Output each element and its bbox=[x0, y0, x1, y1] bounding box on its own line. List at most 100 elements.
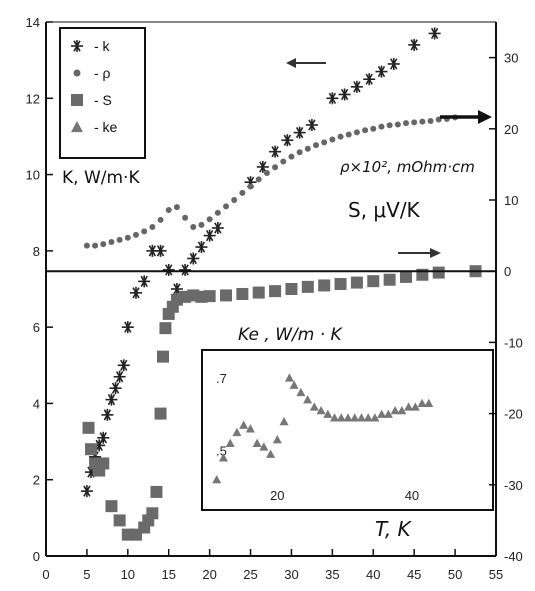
x-tick-label: 30 bbox=[284, 567, 298, 582]
data-point-rho bbox=[125, 235, 131, 241]
x-tick-label: 25 bbox=[243, 567, 257, 582]
y-left-tick-label: 12 bbox=[26, 91, 40, 106]
data-point-k bbox=[110, 382, 122, 394]
rho-axis-label: ρ×10², mOhm·cm bbox=[340, 158, 475, 176]
data-point-S bbox=[253, 287, 265, 299]
y-right-tick-label: 20 bbox=[504, 122, 518, 137]
y-right-tick-label: 10 bbox=[504, 193, 518, 208]
data-point-S bbox=[400, 271, 412, 283]
data-point-rho bbox=[141, 228, 147, 234]
data-point-k bbox=[281, 134, 293, 146]
legend-marker-square bbox=[71, 94, 83, 106]
data-point-S bbox=[85, 443, 97, 455]
x-tick-label: 20 bbox=[202, 567, 216, 582]
y-right-tick-label: 0 bbox=[504, 264, 511, 279]
data-point-rho bbox=[174, 204, 180, 210]
data-point-rho bbox=[215, 210, 221, 216]
data-point-S bbox=[105, 500, 117, 512]
data-point-S bbox=[384, 274, 396, 286]
data-point-rho bbox=[133, 232, 139, 238]
data-point-rho bbox=[117, 237, 123, 243]
data-point-rho bbox=[190, 224, 196, 230]
data-point-S bbox=[302, 281, 314, 293]
data-point-rho bbox=[395, 122, 401, 128]
inset-y-tick-label: .5 bbox=[216, 443, 227, 458]
data-point-k bbox=[187, 252, 199, 264]
data-point-rho bbox=[158, 217, 164, 223]
data-point-k bbox=[118, 359, 130, 371]
data-point-rho bbox=[378, 124, 384, 130]
data-point-rho bbox=[354, 129, 360, 135]
data-point-rho bbox=[166, 207, 172, 213]
data-point-rho bbox=[362, 127, 368, 133]
data-point-k bbox=[105, 394, 117, 406]
legend: - k - ρ - S - ke bbox=[60, 28, 145, 158]
data-point-rho bbox=[256, 176, 262, 182]
data-point-rho bbox=[419, 119, 425, 125]
data-point-k bbox=[179, 264, 191, 276]
data-point-k bbox=[122, 321, 134, 333]
legend-label-rho: - ρ bbox=[94, 65, 111, 81]
y-left-tick-label: 10 bbox=[26, 168, 40, 183]
data-point-rho bbox=[272, 164, 278, 170]
legend-label-s: - S bbox=[94, 92, 112, 108]
arrow-k-to-left-axis bbox=[286, 58, 326, 68]
y-right-tick-label: 30 bbox=[504, 51, 518, 66]
data-point-rho bbox=[338, 134, 344, 140]
y-left-tick-label: 2 bbox=[33, 473, 40, 488]
data-point-k bbox=[81, 485, 93, 497]
data-point-rho bbox=[248, 183, 254, 189]
x-tick-label: 35 bbox=[325, 567, 339, 582]
legend-label-k: - k bbox=[94, 38, 111, 54]
data-point-rho bbox=[305, 146, 311, 152]
data-point-S bbox=[220, 289, 232, 301]
y-left-tick-label: 4 bbox=[33, 396, 40, 411]
inset-y-tick-label: .7 bbox=[216, 371, 227, 386]
x-tick-label: 15 bbox=[161, 567, 175, 582]
x-tick-label: 55 bbox=[489, 567, 503, 582]
data-point-rho bbox=[387, 122, 393, 128]
data-point-S bbox=[335, 278, 347, 290]
data-point-rho bbox=[411, 119, 417, 125]
data-point-S bbox=[114, 514, 126, 526]
arrow-s-to-right-axis bbox=[398, 248, 441, 258]
y-left-tick-label: 0 bbox=[33, 549, 40, 564]
data-point-rho bbox=[370, 126, 376, 132]
data-point-rho bbox=[346, 131, 352, 137]
data-point-k bbox=[163, 264, 175, 276]
data-point-rho bbox=[239, 190, 245, 196]
inset-x-tick-label: 20 bbox=[270, 488, 284, 503]
data-point-rho bbox=[100, 241, 106, 247]
y-right-tick-label: -20 bbox=[504, 407, 523, 422]
data-point-k bbox=[195, 241, 207, 253]
data-point-S bbox=[285, 283, 297, 295]
inset-x-axis-label: T, K bbox=[375, 517, 413, 541]
data-point-k bbox=[101, 409, 113, 421]
data-point-k bbox=[339, 88, 351, 100]
data-point-k bbox=[306, 119, 318, 131]
data-point-rho bbox=[198, 222, 204, 228]
inset-x-tick-label: 40 bbox=[405, 488, 419, 503]
data-point-S bbox=[157, 351, 169, 363]
data-point-rho bbox=[207, 216, 213, 222]
legend-marker-dot bbox=[74, 70, 81, 77]
data-point-rho bbox=[108, 239, 114, 245]
arrow-rho-to-right-axis bbox=[440, 110, 492, 124]
data-point-S bbox=[150, 486, 162, 498]
data-point-k bbox=[388, 58, 400, 70]
legend-label-ke: - ke bbox=[94, 119, 118, 135]
data-point-rho bbox=[329, 136, 335, 142]
data-point-rho bbox=[231, 197, 237, 203]
data-point-S bbox=[204, 290, 216, 302]
data-point-rho bbox=[223, 203, 229, 209]
data-point-S bbox=[155, 408, 167, 420]
data-point-k bbox=[351, 81, 363, 93]
data-point-k bbox=[363, 73, 375, 85]
data-point-S bbox=[236, 288, 248, 300]
data-point-k bbox=[155, 245, 167, 257]
data-point-S bbox=[159, 322, 171, 334]
y-right-tick-label: -10 bbox=[504, 335, 523, 350]
data-point-S bbox=[433, 267, 445, 279]
data-point-rho bbox=[288, 154, 294, 160]
inset-frame bbox=[202, 350, 493, 510]
